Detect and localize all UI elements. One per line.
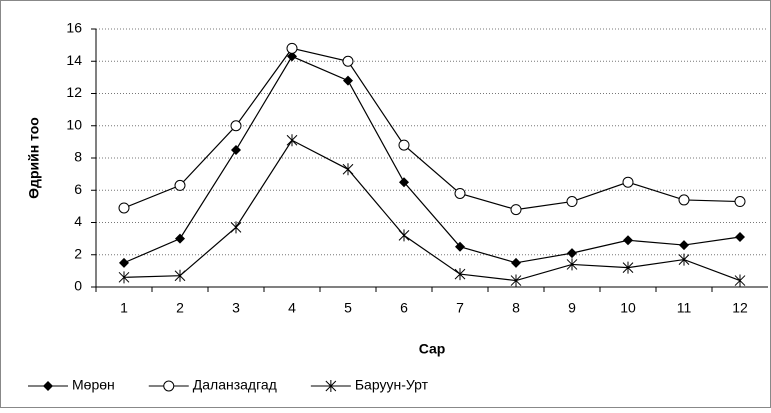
marker (174, 179, 186, 191)
marker (286, 134, 298, 147)
marker (734, 196, 746, 208)
marker (510, 204, 522, 216)
marker (398, 139, 410, 151)
y-tick-label: 2 (74, 245, 82, 261)
marker (163, 380, 175, 392)
x-tick-label: 6 (400, 300, 408, 316)
y-axis-label: Өдрийн тоо (26, 117, 42, 199)
y-tick-label: 4 (74, 213, 82, 229)
x-tick-label: 11 (677, 300, 692, 316)
marker (398, 229, 410, 242)
marker (325, 380, 337, 392)
marker (454, 187, 466, 199)
marker (679, 240, 689, 251)
marker (734, 274, 746, 287)
marker (174, 269, 186, 282)
marker (175, 233, 185, 244)
marker (230, 120, 242, 132)
x-tick-label: 7 (456, 300, 464, 316)
marker (678, 194, 690, 206)
marker (735, 232, 745, 243)
y-tick-label: 16 (66, 20, 82, 36)
marker (678, 253, 690, 266)
x-tick-label: 4 (288, 300, 296, 316)
y-tick-label: 8 (74, 149, 82, 165)
marker (567, 248, 577, 259)
legend-label: Баруун-Урт (355, 377, 429, 393)
marker (343, 75, 353, 86)
series-line (123, 139, 741, 282)
marker (230, 221, 242, 234)
marker (118, 202, 130, 214)
marker (623, 235, 633, 246)
marker (342, 55, 354, 67)
marker (231, 144, 241, 155)
marker (287, 51, 297, 62)
x-tick-label: 1 (120, 300, 128, 316)
series-line (123, 55, 741, 264)
marker (454, 268, 466, 281)
marker (119, 257, 129, 268)
marker (43, 381, 53, 391)
marker (566, 196, 578, 208)
y-tick-label: 0 (74, 278, 82, 294)
x-tick-label: 12 (732, 300, 748, 316)
x-tick-label: 9 (568, 300, 576, 316)
y-tick-label: 14 (66, 52, 82, 68)
marker (286, 42, 298, 54)
marker (510, 274, 522, 287)
x-tick-label: 2 (176, 300, 184, 316)
x-tick-label: 5 (344, 300, 352, 316)
marker (511, 257, 521, 268)
y-tick-label: 10 (66, 116, 82, 132)
marker (566, 258, 578, 271)
marker (455, 241, 465, 252)
y-tick-label: 6 (74, 181, 82, 197)
marker (342, 163, 354, 176)
marker (622, 261, 634, 274)
x-axis-label: Сар (419, 341, 446, 357)
marker (622, 176, 634, 188)
x-tick-label: 3 (232, 300, 240, 316)
series-line (123, 47, 741, 211)
x-tick-label: 10 (620, 300, 636, 316)
x-tick-label: 8 (512, 300, 520, 316)
marker (399, 177, 409, 188)
legend-label: Даланзадгад (193, 377, 277, 393)
legend-label: Мөрөн (72, 377, 115, 393)
y-tick-label: 12 (66, 84, 82, 100)
marker (118, 271, 130, 284)
